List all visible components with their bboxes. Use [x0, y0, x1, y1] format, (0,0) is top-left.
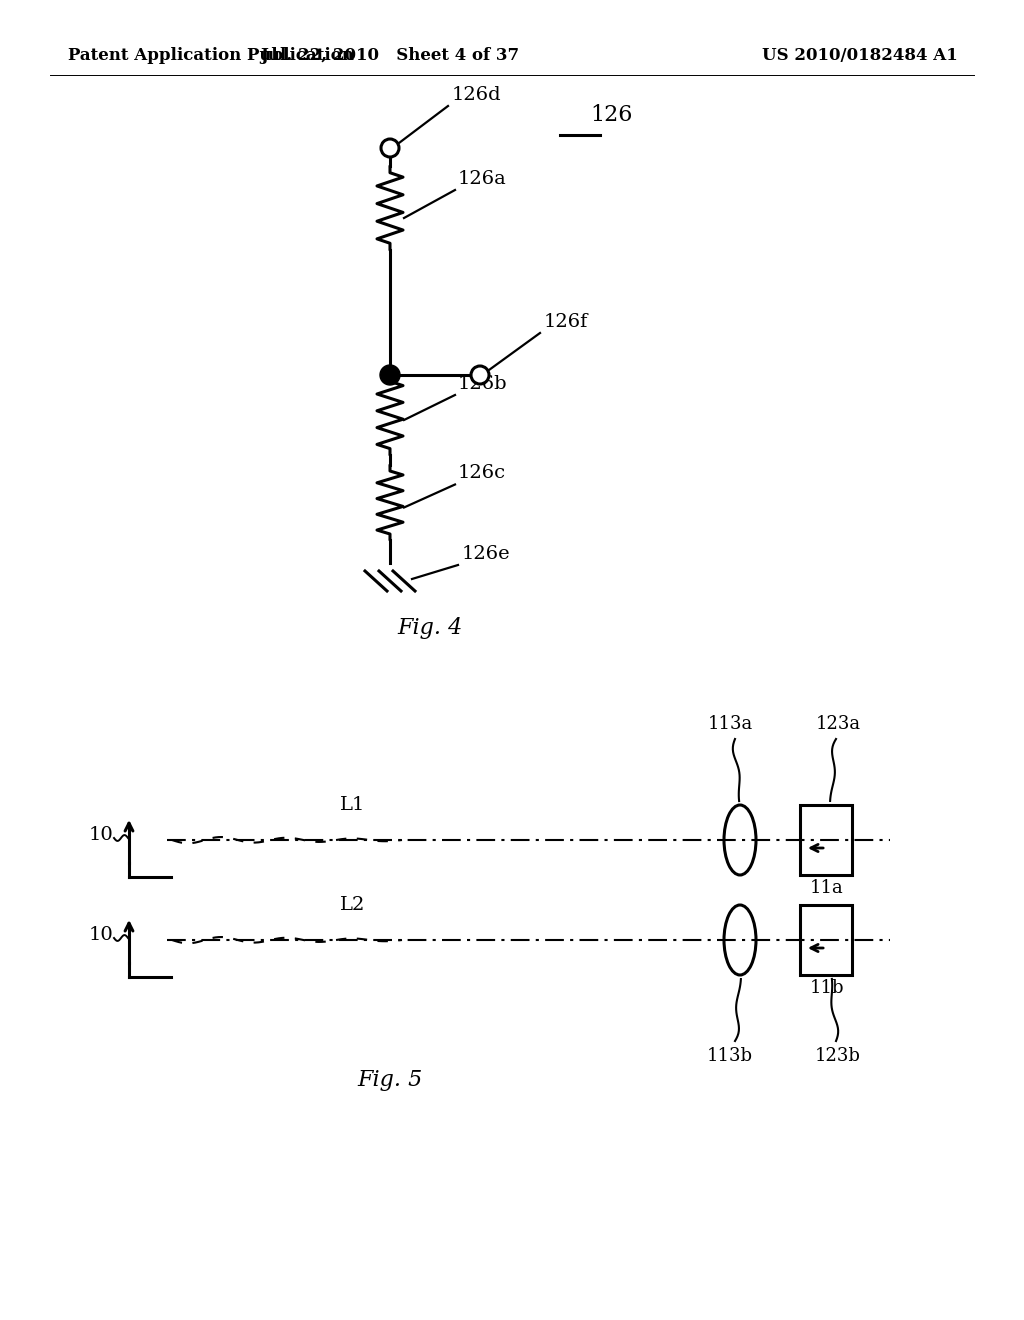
Bar [800, 805, 852, 875]
Text: 126: 126 [590, 104, 633, 125]
Bar [800, 906, 852, 975]
Circle shape [381, 139, 399, 157]
Text: 10: 10 [88, 927, 113, 944]
Text: US 2010/0182484 A1: US 2010/0182484 A1 [762, 46, 957, 63]
Text: 113b: 113b [707, 1047, 753, 1065]
Text: Fig. 5: Fig. 5 [357, 1069, 423, 1092]
Text: 11b: 11b [810, 979, 845, 997]
Text: 10: 10 [88, 826, 113, 843]
Text: L2: L2 [340, 896, 366, 913]
Text: Fig. 4: Fig. 4 [397, 616, 463, 639]
Text: 126c: 126c [458, 465, 506, 483]
Text: L1: L1 [340, 796, 366, 814]
Text: 126e: 126e [462, 545, 511, 564]
Text: 11a: 11a [810, 879, 844, 898]
Text: 113a: 113a [708, 715, 753, 733]
Text: 126a: 126a [458, 170, 507, 187]
Text: Patent Application Publication: Patent Application Publication [68, 46, 354, 63]
Circle shape [471, 366, 489, 384]
Text: 126b: 126b [458, 375, 508, 393]
Text: 123a: 123a [815, 715, 860, 733]
Text: 126d: 126d [452, 86, 502, 104]
Text: 126f: 126f [544, 313, 589, 331]
Text: Jul. 22, 2010   Sheet 4 of 37: Jul. 22, 2010 Sheet 4 of 37 [260, 46, 519, 63]
Circle shape [380, 366, 400, 385]
Text: 123b: 123b [815, 1047, 861, 1065]
